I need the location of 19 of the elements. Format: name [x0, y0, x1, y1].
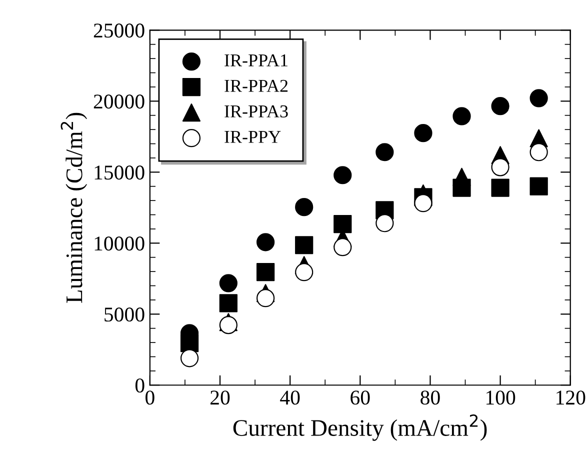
y-tick-label: 10000 [94, 236, 144, 251]
x-tick-label: 0 [146, 390, 154, 405]
y-tick-label: 0 [135, 378, 144, 393]
y-tick-label: 5000 [104, 308, 144, 322]
legend-label: IR-PPA2 [224, 80, 288, 92]
legend-label: IR-PPA1 [224, 54, 288, 66]
x-tick-label: 80 [420, 390, 440, 405]
x-tick-label: 100 [486, 390, 516, 405]
legend-label: IR-PPY [224, 130, 281, 143]
y-tick-label: 15000 [94, 166, 144, 180]
x-tick-label: 40 [280, 390, 300, 405]
legend-label: IR-PPA3 [224, 105, 288, 118]
x-axis-title: Current Density (mA/cm$^{2}$) [233, 414, 487, 441]
y-tick-label: 20000 [94, 94, 144, 109]
x-tick-label: 20 [210, 390, 230, 405]
x-tick-label: 60 [350, 390, 370, 405]
y-axis-title: Luminance (Cd/m$^{2}$) [60, 112, 88, 303]
x-tick-label: 120 [556, 390, 586, 405]
y-tick-label: 25000 [94, 24, 144, 38]
